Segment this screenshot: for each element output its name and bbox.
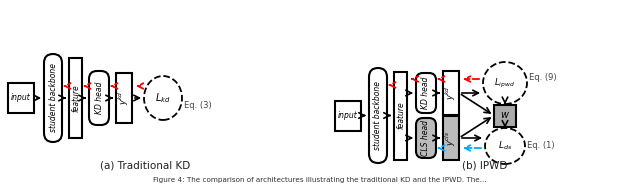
Text: $y^{kd}$: $y^{kd}$ [116,91,131,105]
Text: Eq. (1): Eq. (1) [527,142,555,151]
Text: Eq. (3): Eq. (3) [184,102,212,111]
Text: $w$: $w$ [500,111,510,121]
Text: input: input [338,111,358,120]
FancyBboxPatch shape [89,71,109,125]
Text: input: input [11,93,31,102]
FancyBboxPatch shape [369,68,387,163]
Text: CLS head: CLS head [422,120,431,156]
Bar [443,116,459,160]
Text: feature: feature [396,102,405,129]
Text: $L_{kd}$: $L_{kd}$ [155,91,171,105]
Bar [116,73,132,123]
FancyBboxPatch shape [44,54,62,142]
Text: (a) Traditional KD: (a) Traditional KD [100,161,190,171]
Ellipse shape [144,76,182,120]
FancyBboxPatch shape [416,73,436,113]
Text: $y^{kd}$: $y^{kd}$ [444,86,458,100]
Text: $L_{ds}$: $L_{ds}$ [498,140,512,152]
Bar [494,105,516,127]
Text: KD head: KD head [422,77,431,109]
Text: Figure 4: The comparison of architectures illustrating the traditional KD and th: Figure 4: The comparison of architecture… [153,177,487,183]
Text: student backbone: student backbone [49,64,58,133]
Text: $y^{cls}$: $y^{cls}$ [444,130,458,146]
Bar [69,58,82,138]
Text: student backbone: student backbone [374,81,383,150]
Bar [335,101,361,130]
Text: (b) IPWD: (b) IPWD [462,161,508,171]
Text: feature: feature [71,84,80,112]
Bar [443,71,459,115]
Text: $L_{ipwd}$: $L_{ipwd}$ [495,77,516,89]
Text: KD head: KD head [95,82,104,114]
Bar [8,83,34,113]
Bar [394,71,407,159]
Ellipse shape [485,128,525,164]
Ellipse shape [483,62,527,104]
FancyBboxPatch shape [416,118,436,158]
Text: Eq. (9): Eq. (9) [529,74,557,83]
